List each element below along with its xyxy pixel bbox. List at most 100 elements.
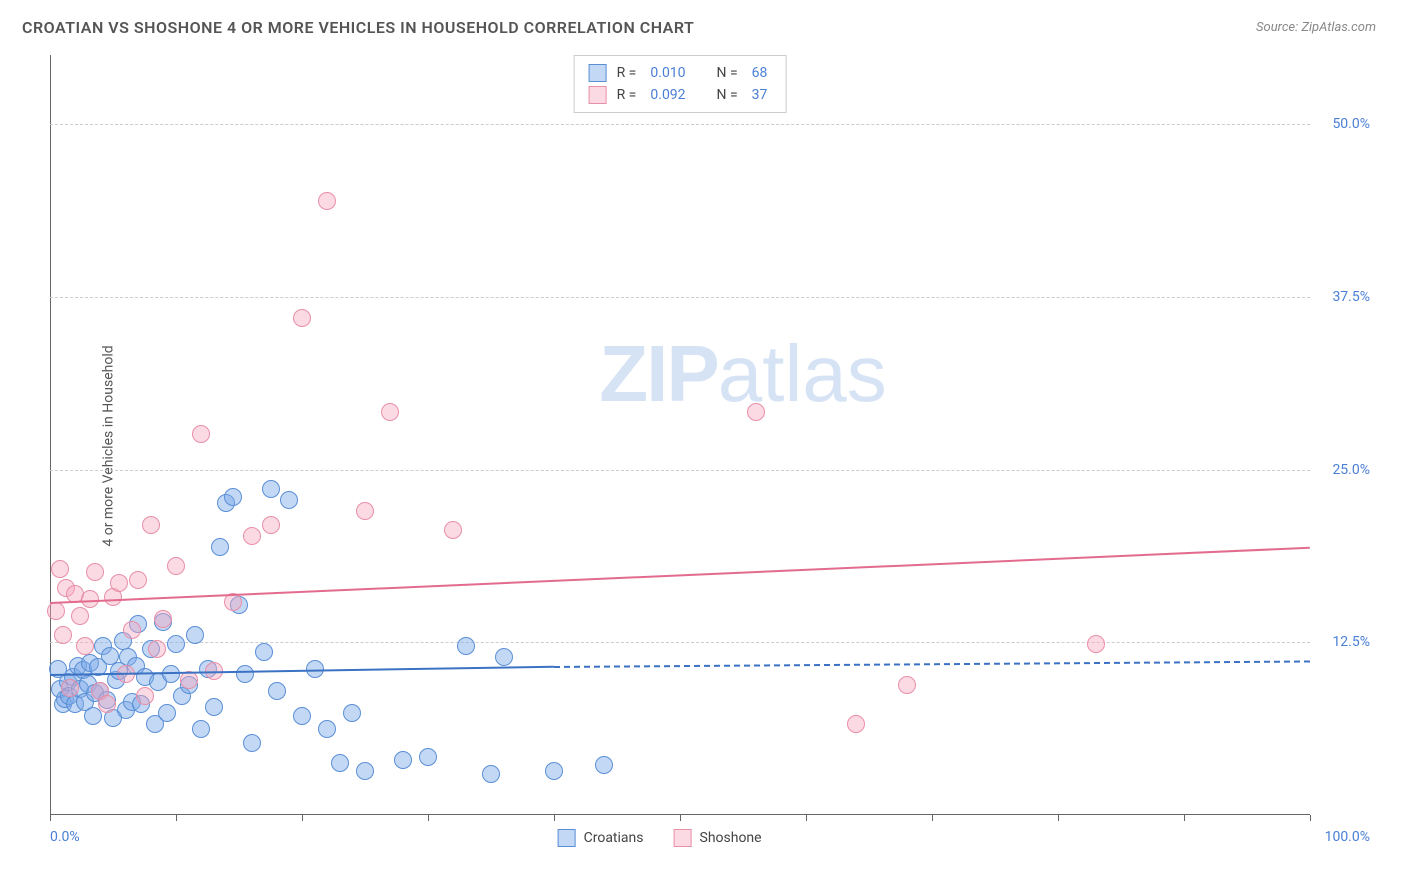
r-value-shoshone: 0.092 [650, 84, 685, 106]
gridline [50, 642, 1310, 643]
data-point [595, 756, 613, 774]
data-point [167, 557, 185, 575]
trend-line [554, 660, 1310, 668]
source-label: Source: [1256, 20, 1301, 35]
x-tick [806, 815, 807, 821]
data-point [280, 491, 298, 509]
data-point [1087, 635, 1105, 653]
chart-container: CROATIAN VS SHOSHONE 4 OR MORE VEHICLES … [0, 0, 1406, 892]
y-tick-label: 25.0% [1332, 462, 1370, 478]
data-point [262, 516, 280, 534]
data-point [192, 425, 210, 443]
data-point [331, 754, 349, 772]
source-citation: Source: ZipAtlas.com [1256, 20, 1376, 35]
x-axis-min-label: 0.0% [50, 829, 80, 845]
correlation-legend: R = 0.010 N = 68 R = 0.092 N = 37 [574, 55, 787, 113]
data-point [356, 762, 374, 780]
data-point [54, 626, 72, 644]
data-point [243, 734, 261, 752]
legend-label-shoshone: Shoshone [700, 830, 762, 846]
x-tick [50, 815, 51, 821]
x-tick [1058, 815, 1059, 821]
plot-area: ZIPatlas R = 0.010 N = 68 R = 0.092 N = … [50, 55, 1310, 815]
legend-label-croatians: Croatians [584, 830, 644, 846]
y-tick-label: 37.5% [1332, 289, 1370, 305]
chart-title: CROATIAN VS SHOSHONE 4 OR MORE VEHICLES … [22, 18, 694, 37]
y-axis-line [50, 55, 51, 815]
watermark-suffix: atlas [718, 329, 887, 418]
data-point [847, 715, 865, 733]
n-label: N = [717, 62, 738, 84]
data-point [293, 309, 311, 327]
r-label: R = [617, 84, 637, 106]
data-point [158, 704, 176, 722]
data-point [482, 765, 500, 783]
r-value-croatians: 0.010 [650, 62, 685, 84]
data-point [236, 665, 254, 683]
x-tick [1184, 815, 1185, 821]
data-point [224, 488, 242, 506]
data-point [545, 762, 563, 780]
gridline [50, 124, 1310, 125]
data-point [98, 695, 116, 713]
data-point [255, 643, 273, 661]
data-point [129, 571, 147, 589]
data-point [123, 621, 141, 639]
r-label: R = [617, 62, 637, 84]
swatch-croatians [589, 64, 607, 82]
series-legend: Croatians Shoshone [558, 829, 762, 847]
data-point [394, 751, 412, 769]
swatch-shoshone [674, 829, 692, 847]
data-point [318, 192, 336, 210]
swatch-shoshone [589, 86, 607, 104]
data-point [51, 560, 69, 578]
x-tick [932, 815, 933, 821]
data-point [136, 687, 154, 705]
data-point [47, 602, 65, 620]
data-point [192, 720, 210, 738]
data-point [86, 563, 104, 581]
data-point [76, 637, 94, 655]
x-tick [680, 815, 681, 821]
legend-item-shoshone: Shoshone [674, 829, 762, 847]
data-point [381, 403, 399, 421]
data-point [205, 698, 223, 716]
data-point [262, 480, 280, 498]
data-point [343, 704, 361, 722]
data-point [167, 635, 185, 653]
x-tick [428, 815, 429, 821]
data-point [243, 527, 261, 545]
source-value: ZipAtlas.com [1301, 20, 1376, 35]
data-point [110, 574, 128, 592]
y-tick-label: 12.5% [1332, 634, 1370, 650]
data-point [898, 676, 916, 694]
data-point [61, 679, 79, 697]
data-point [186, 626, 204, 644]
data-point [154, 610, 172, 628]
x-tick [1310, 815, 1311, 821]
n-value-croatians: 68 [752, 62, 768, 84]
data-point [293, 707, 311, 725]
x-axis-max-label: 100.0% [1325, 829, 1370, 845]
y-tick-label: 50.0% [1332, 116, 1370, 132]
x-tick [176, 815, 177, 821]
data-point [148, 640, 166, 658]
n-value-shoshone: 37 [752, 84, 768, 106]
legend-row-croatians: R = 0.010 N = 68 [589, 62, 772, 84]
data-point [211, 538, 229, 556]
data-point [747, 403, 765, 421]
swatch-croatians [558, 829, 576, 847]
gridline [50, 297, 1310, 298]
data-point [142, 516, 160, 534]
x-tick [554, 815, 555, 821]
data-point [318, 720, 336, 738]
n-label: N = [717, 84, 738, 106]
data-point [268, 682, 286, 700]
data-point [356, 502, 374, 520]
trend-line [50, 547, 1310, 604]
data-point [71, 607, 89, 625]
watermark: ZIPatlas [599, 328, 886, 420]
data-point [444, 521, 462, 539]
data-point [419, 748, 437, 766]
data-point [495, 648, 513, 666]
